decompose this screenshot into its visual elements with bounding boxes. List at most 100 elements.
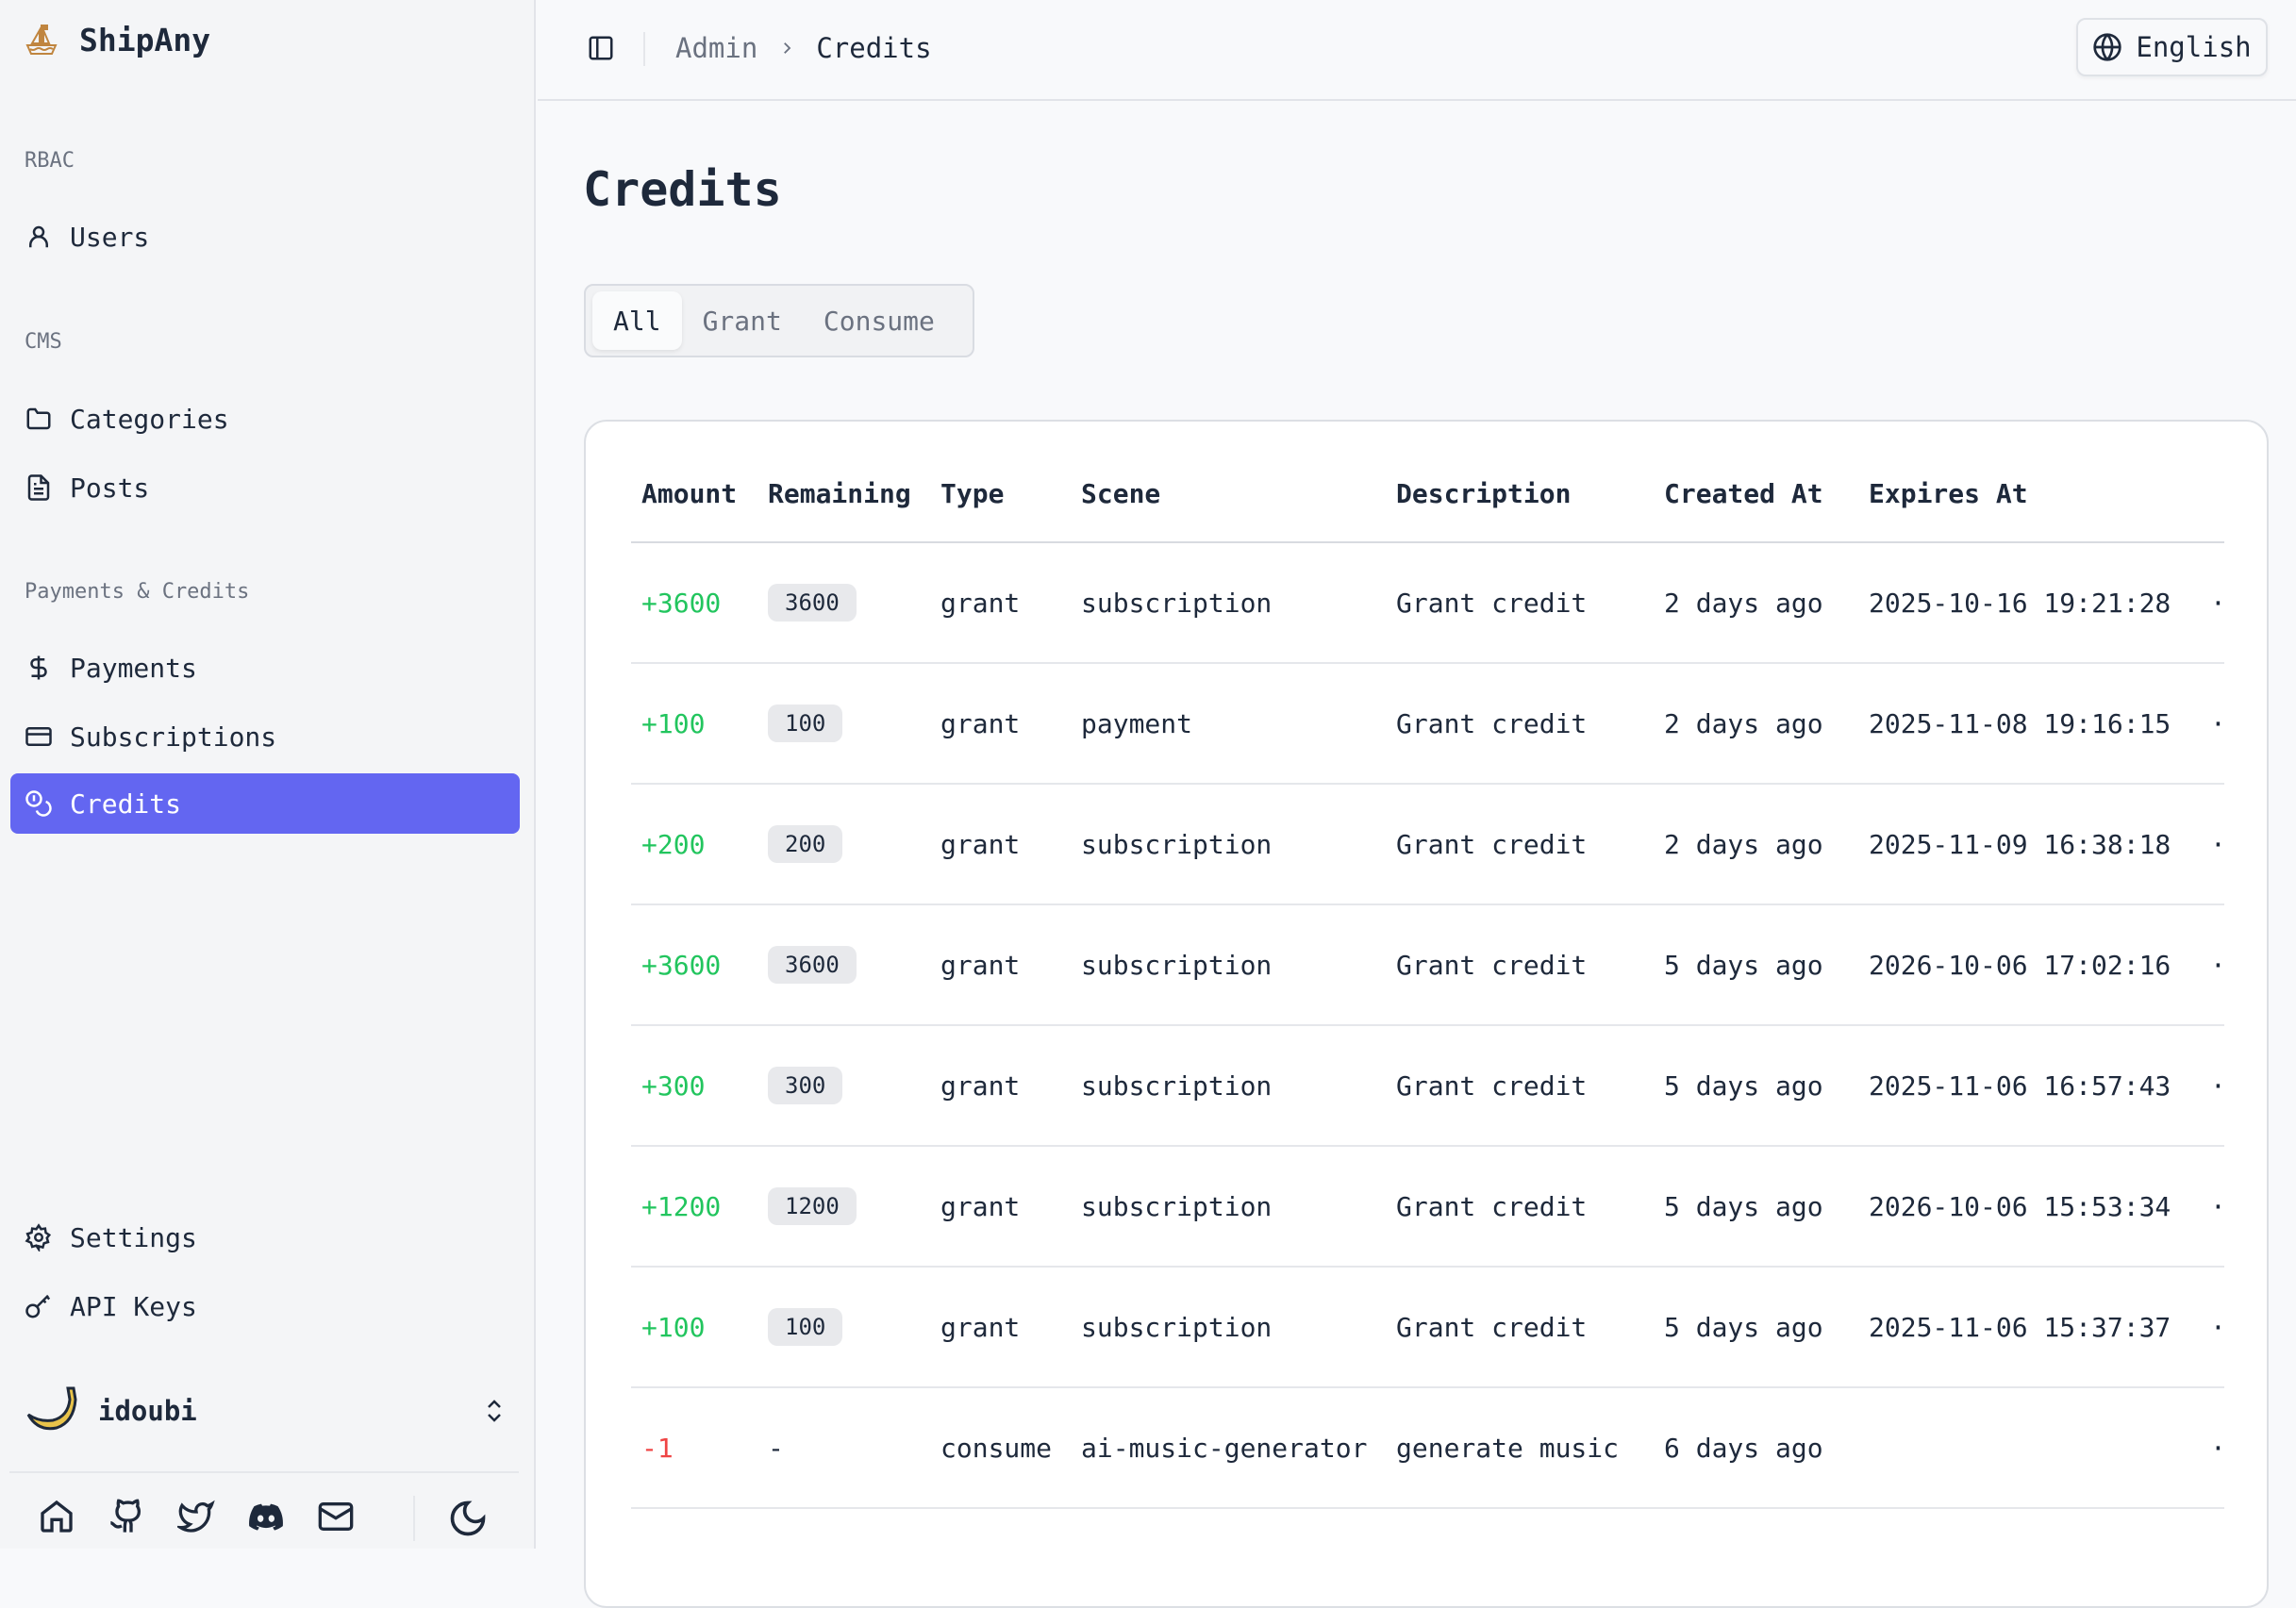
table-row[interactable]: +100 100 grant subscription Grant credit 5 da… [631,1268,2226,1388]
row-actions-icon[interactable]: · [2210,587,2226,619]
remaining-badge: 200 [768,825,843,863]
description-cell: Grant credit [1396,587,1588,619]
mail-icon[interactable] [317,1498,355,1535]
column-header-description: Description [1396,478,1572,509]
remaining-badge: - [768,1432,784,1464]
table-row[interactable]: -1 - consume ai-music-generator generate mus… [631,1388,2226,1509]
row-actions-icon[interactable]: · [2210,949,2226,981]
remaining-cell: - [757,1433,930,1464]
table-row[interactable]: +1200 1200 grant subscription Grant credit 5 … [631,1147,2226,1268]
row-actions-icon[interactable]: · [2210,1432,2226,1464]
row-actions-icon[interactable]: · [2210,1311,2226,1343]
description-cell: Grant credit [1396,1069,1588,1102]
twitter-icon[interactable] [177,1498,215,1535]
sidebar-toggle-icon[interactable] [587,34,615,62]
sidebar-item-categories[interactable]: Categories [10,389,520,449]
file-text-icon [27,474,50,501]
scene-cell: subscription [1081,1311,1273,1343]
remaining-badge: 1200 [768,1187,857,1225]
breadcrumb-admin[interactable]: Admin [675,32,758,64]
column-header-amount: Amount [641,478,738,509]
amount-cell: +1200 [641,1190,722,1222]
credits-table: Amount Remaining Type Scene Description … [631,478,2226,1509]
divider [643,32,645,66]
row-actions-icon[interactable]: · [2210,707,2226,739]
folder-icon [26,407,51,430]
discord-icon[interactable] [247,1498,285,1535]
type-cell: grant [940,828,1021,860]
language-button[interactable]: English [2076,18,2268,76]
divider [9,1471,519,1473]
amount-cell: +100 [641,707,706,739]
created-at-cell: 2 days ago [1664,587,1823,619]
description-cell: generate music [1396,1432,1620,1464]
home-icon[interactable] [38,1498,75,1535]
remaining-cell: 300 [757,1067,930,1104]
table-row[interactable]: +3600 3600 grant subscription Grant credit 2 … [631,543,2226,664]
table-row[interactable]: +100 100 grant payment Grant credit 2 days ag… [631,664,2226,785]
description-cell: Grant credit [1396,1311,1588,1343]
ship-logo-icon [25,25,58,55]
app-name: ShipAny [79,21,211,58]
moon-icon[interactable] [447,1498,489,1539]
row-actions-icon[interactable]: · [2210,1190,2226,1222]
sidebar-item-label: Settings [70,1221,197,1253]
expires-at-cell: 2026-10-06 15:53:34 [1869,1190,2171,1222]
page-title: Credits [583,162,782,217]
expires-at-cell: 2025-11-06 16:57:43 [1869,1069,2171,1102]
sidebar-item-credits[interactable]: Credits [10,773,520,834]
social-links [38,1498,355,1535]
type-cell: grant [940,1069,1021,1102]
type-cell: consume [940,1432,1053,1464]
language-label: English [2136,31,2252,63]
tab-grant[interactable]: Grant [702,305,782,337]
user-menu[interactable]: idoubi [25,1383,506,1439]
scene-cell: subscription [1081,587,1273,619]
sidebar-item-label: Posts [70,472,150,504]
table-row[interactable]: +300 300 grant subscription Grant credit 5 da… [631,1026,2226,1147]
table-row[interactable]: +3600 3600 grant subscription Grant credit 5 … [631,905,2226,1026]
amount-cell: +100 [641,1311,706,1343]
logo[interactable]: ShipAny [25,21,210,58]
sidebar-item-settings[interactable]: Settings [10,1207,520,1268]
sidebar-item-subscriptions[interactable]: Subscriptions [10,706,520,767]
column-header-type: Type [940,478,1005,509]
scene-cell: subscription [1081,828,1273,860]
tab-all[interactable]: All [592,291,682,350]
filter-tabs: All Grant Consume [584,284,974,357]
sidebar-item-posts[interactable]: Posts [10,457,520,518]
key-icon [25,1294,51,1318]
expires-at-cell: 2025-10-16 19:21:28 [1869,587,2171,619]
column-header-scene: Scene [1081,478,1161,509]
remaining-badge: 100 [768,705,843,742]
amount-cell: -1 [641,1432,674,1464]
description-cell: Grant credit [1396,1190,1588,1222]
created-at-cell: 5 days ago [1664,1190,1823,1222]
column-header-expires-at: Expires At [1869,478,2028,509]
table-header: Amount Remaining Type Scene Description … [631,478,2224,543]
remaining-cell: 3600 [757,584,930,622]
chevron-up-down-icon [488,1400,501,1422]
created-at-cell: 5 days ago [1664,949,1823,981]
sidebar-item-users[interactable]: Users [10,207,520,267]
user-name: idoubi [98,1395,197,1427]
remaining-badge: 3600 [768,946,857,984]
table-row[interactable]: +200 200 grant subscription Grant credit 2 da… [631,785,2226,905]
column-header-created-at: Created At [1664,478,1823,509]
sidebar-item-payments[interactable]: Payments [10,638,520,698]
github-icon[interactable] [108,1498,145,1535]
sidebar-item-api-keys[interactable]: API Keys [10,1276,520,1336]
row-actions-icon[interactable]: · [2210,828,2226,860]
chevron-right-icon [784,42,791,54]
remaining-badge: 300 [768,1067,843,1104]
sidebar-item-label: API Keys [70,1290,197,1322]
column-header-remaining: Remaining [768,478,911,509]
created-at-cell: 6 days ago [1664,1432,1823,1464]
amount-cell: +300 [641,1069,706,1102]
breadcrumb-credits: Credits [816,32,932,64]
sidebar-item-label: Credits [70,787,182,820]
row-actions-icon[interactable]: · [2210,1069,2226,1102]
tab-consume[interactable]: Consume [823,305,935,337]
group-label-rbac: RBAC [25,149,75,173]
sidebar: ShipAny RBAC Users CMS Categories Posts … [0,0,536,1549]
